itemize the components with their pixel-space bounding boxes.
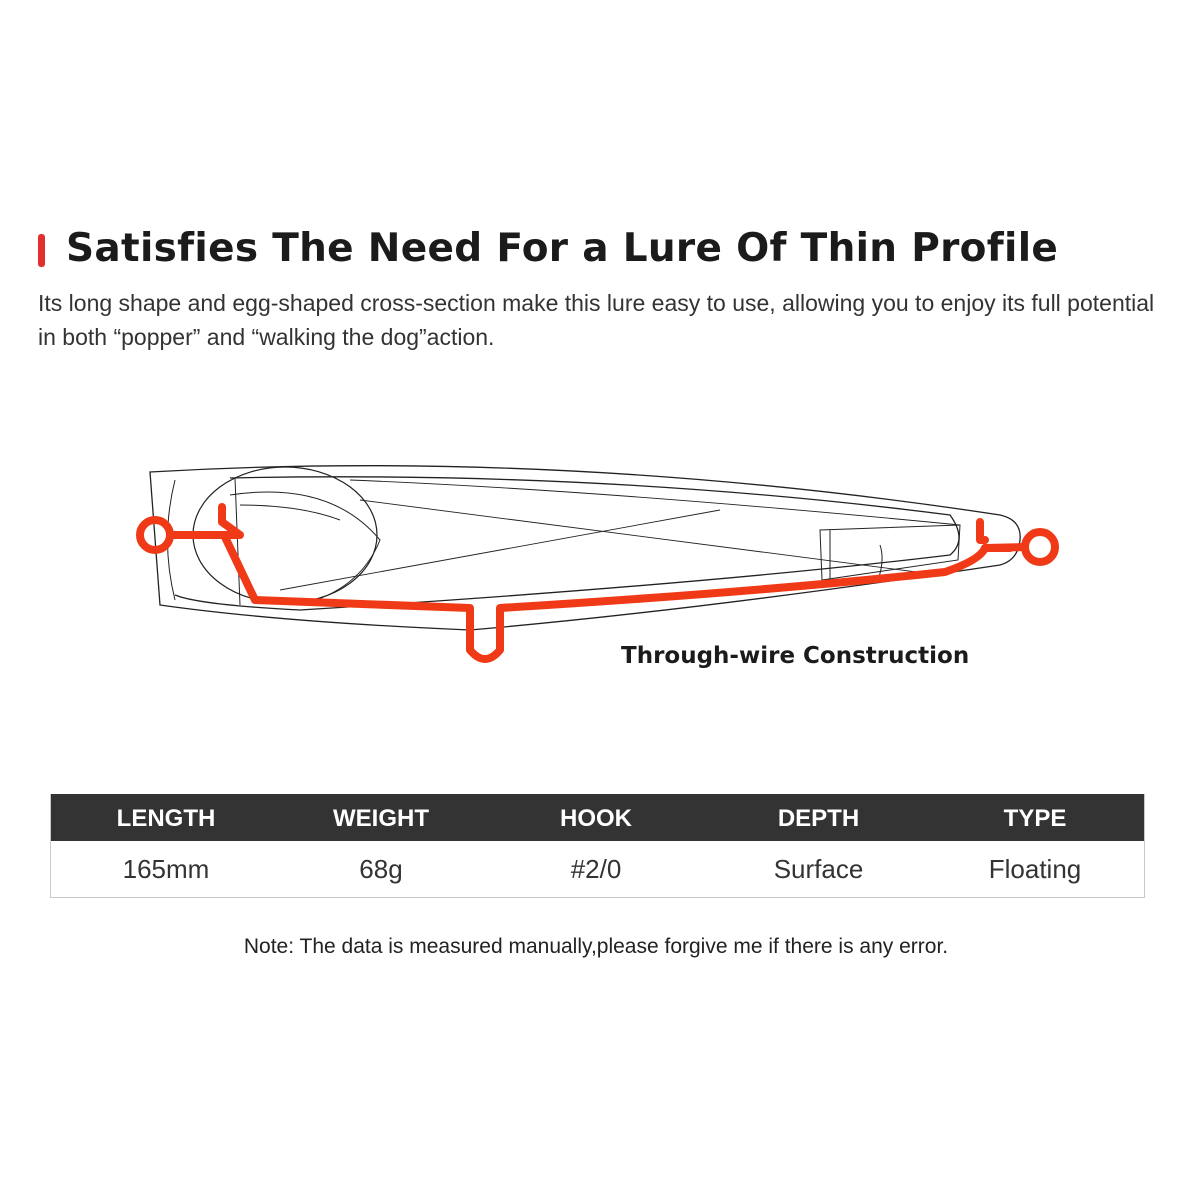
header-weight: WEIGHT [333,805,429,832]
header-hook: HOOK [560,805,632,832]
value-hook: #2/0 [570,854,622,884]
measurement-note: Note: The data is measured manually,plea… [243,935,949,958]
lure-through-wire-diagram [136,465,1059,663]
value-type: Floating [988,854,1082,884]
header-type: TYPE [1003,805,1067,832]
section-title: Satisfies The Need For a Lure Of Thin Pr… [66,226,1059,271]
spec-table-row: 165mm 68g #2/0 Surface Floating [51,841,1144,897]
header-depth: DEPTH [777,805,860,832]
spec-table: LENGTH WEIGHT HOOK DEPTH TYPE 165mm 68g … [50,794,1145,898]
spec-table-header: LENGTH WEIGHT HOOK DEPTH TYPE [51,794,1144,841]
value-depth: Surface [773,854,864,884]
value-weight: 68g [359,854,403,884]
title-accent-bar [38,234,45,267]
lure-body-outline [149,465,1021,631]
value-length: 165mm [122,854,210,884]
diagram-caption: Through-wire Construction [621,643,970,669]
tail-eye [1021,528,1059,566]
lure-inner-line [174,476,960,611]
header-length: LENGTH [116,805,216,832]
through-wire [136,503,1059,663]
section-description: Its long shape and egg-shaped cross-sect… [38,290,1155,350]
